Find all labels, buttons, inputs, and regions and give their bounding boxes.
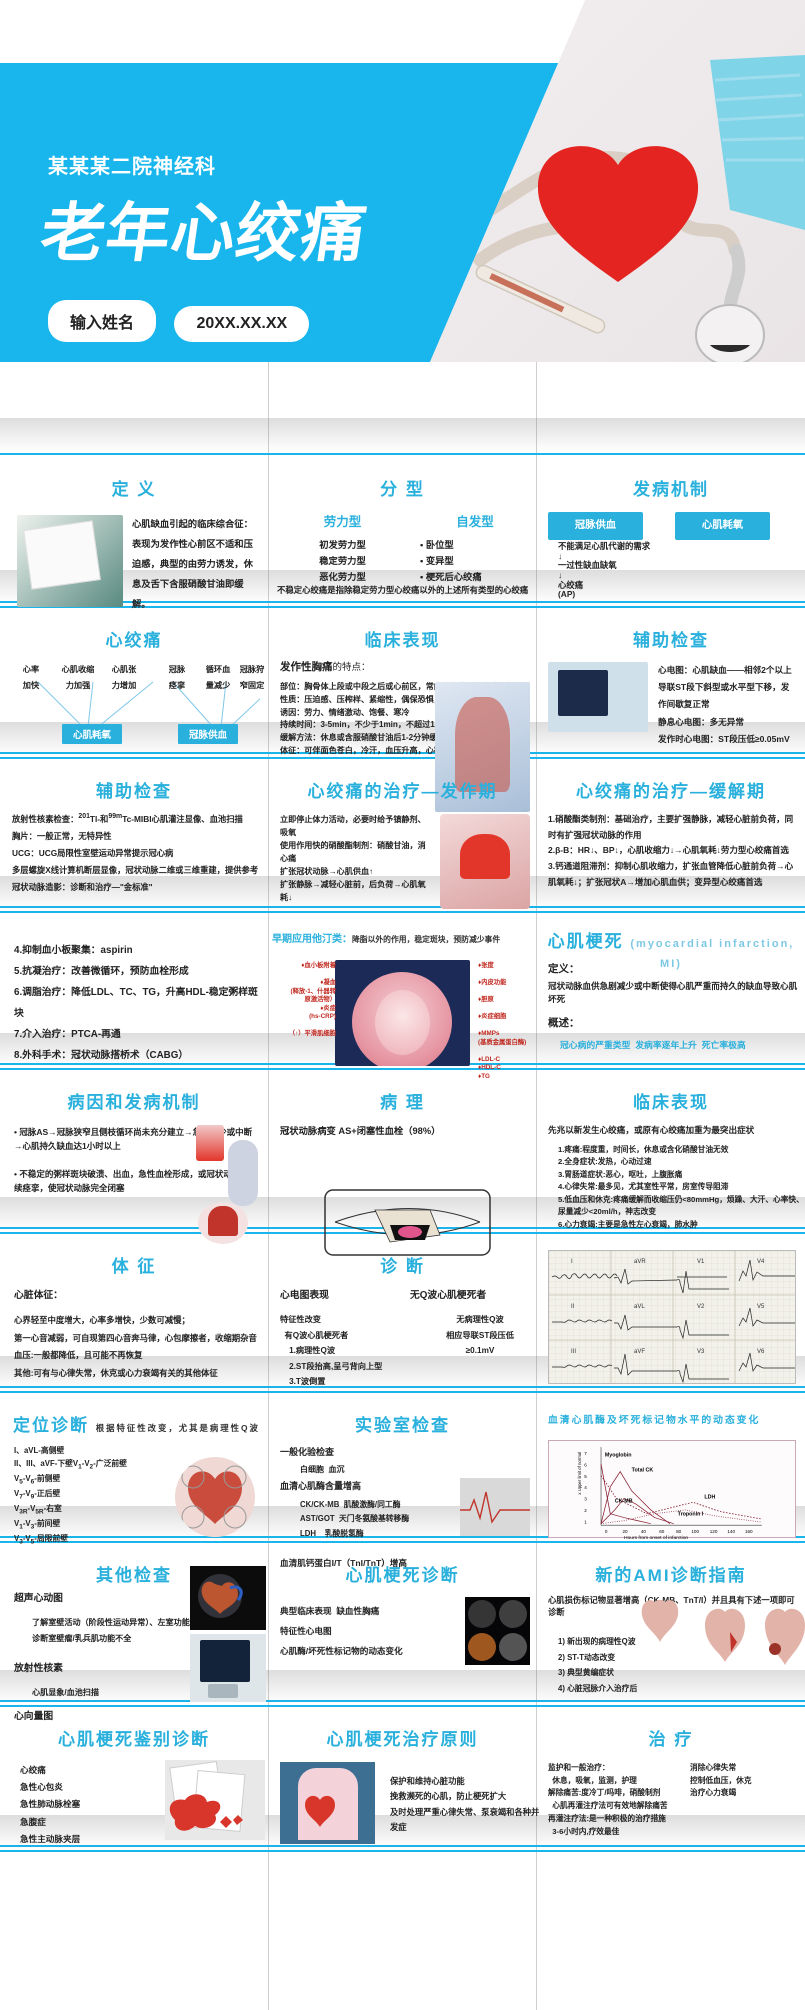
svg-text:V4: V4 [757, 1259, 765, 1265]
svg-text:0: 0 [605, 1529, 608, 1534]
svg-text:6: 6 [584, 1462, 587, 1467]
svg-text:Myoglobin: Myoglobin [605, 1452, 632, 1458]
svg-text:V2: V2 [697, 1304, 705, 1310]
svg-text:7: 7 [584, 1451, 587, 1456]
svg-text:80: 80 [676, 1529, 682, 1534]
svg-text:100: 100 [691, 1529, 699, 1534]
svg-text:1: 1 [584, 1520, 587, 1525]
svg-text:V3: V3 [697, 1349, 705, 1355]
svg-text:4: 4 [584, 1485, 587, 1490]
svg-text:3: 3 [584, 1497, 587, 1502]
svg-text:Total CK: Total CK [632, 1468, 654, 1474]
svg-text:x Upper limit of normal: x Upper limit of normal [577, 1452, 582, 1495]
svg-text:60: 60 [659, 1529, 665, 1534]
svg-text:V1: V1 [697, 1259, 705, 1265]
svg-text:5: 5 [584, 1474, 587, 1479]
svg-text:aVR: aVR [634, 1259, 646, 1265]
svg-text:III: III [571, 1349, 576, 1355]
svg-text:20: 20 [622, 1529, 628, 1534]
svg-text:120: 120 [710, 1529, 718, 1534]
svg-text:Hours from onset of infarction: Hours from onset of infarction [624, 1535, 688, 1539]
svg-text:Troponin I: Troponin I [678, 1511, 704, 1517]
svg-text:V6: V6 [757, 1349, 765, 1355]
svg-text:aVL: aVL [634, 1304, 645, 1310]
svg-text:V5: V5 [757, 1304, 765, 1310]
svg-text:2: 2 [584, 1508, 587, 1513]
svg-text:160: 160 [745, 1529, 753, 1534]
svg-text:140: 140 [727, 1529, 735, 1534]
svg-text:CK-MB: CK-MB [615, 1498, 633, 1504]
svg-text:II: II [571, 1304, 575, 1310]
svg-text:LDH: LDH [704, 1494, 715, 1500]
svg-text:40: 40 [641, 1529, 647, 1534]
svg-text:aVF: aVF [634, 1349, 645, 1355]
